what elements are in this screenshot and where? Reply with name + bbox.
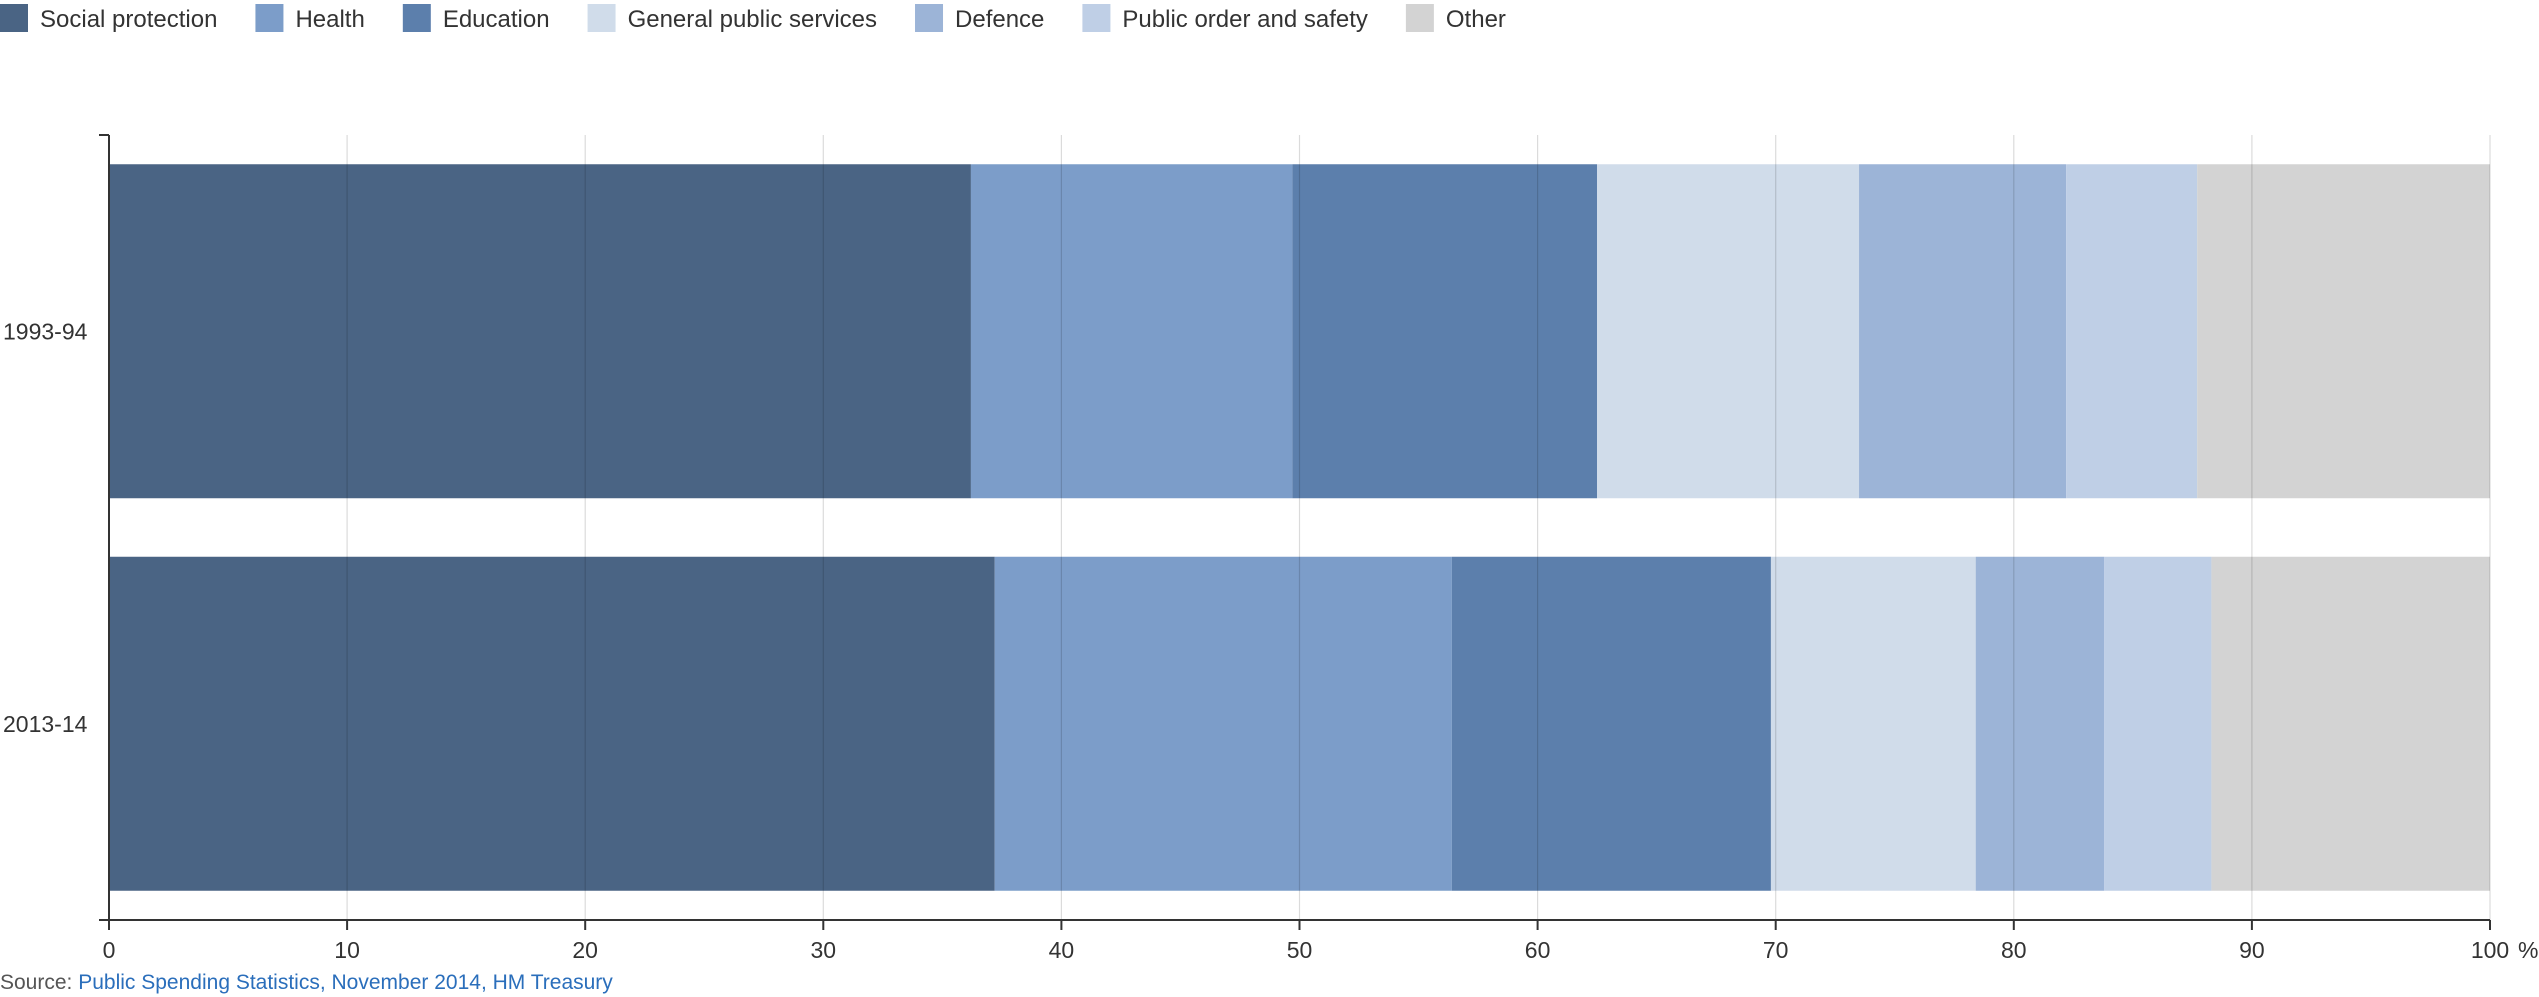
source-prefix: Source: [0,971,79,994]
category-label-1: 2013-14 [3,711,88,737]
bar-1-4 [1975,556,2105,891]
x-tick-label-4: 40 [1049,937,1075,963]
bar-1-0 [109,556,995,891]
legend: Social protection Health Education General … [0,4,1506,33]
legend-label-4: Defence [955,6,1044,33]
axes: 0 10 20 30 40 50 60 70 80 90 100 % 1993-94 2013-14 [3,134,2538,963]
category-label-0: 1993-94 [3,318,88,344]
bar-1-2 [1451,556,1771,891]
legend-label-6: Other [1446,6,1506,33]
bar-0-4 [1859,164,2067,499]
legend-label-2: Education [443,6,550,33]
bar-0-5 [2066,164,2198,499]
bar-0-0 [109,164,971,499]
bar-0-1 [970,164,1293,499]
x-tick-label-6: 60 [1525,937,1551,963]
source-note: Source: Public Spending Statistics, Nove… [0,971,613,995]
legend-label-3: General public services [628,6,877,33]
x-tick-label-1: 10 [334,937,360,963]
bar-0-2 [1292,164,1598,499]
bar-1-6 [2211,556,2490,891]
legend-swatch-6 [1405,4,1434,32]
legend-label-1: Health [295,6,364,33]
x-tick-label-7: 70 [1763,937,1789,963]
source-link[interactable]: Public Spending Statistics, November 201… [78,971,613,994]
legend-label-5: Public order and safety [1122,6,1367,33]
legend-swatch-0 [0,4,28,32]
bar-0-6 [2197,164,2490,499]
bar-1-1 [994,556,1452,891]
gridlines [346,135,2491,920]
x-tick-label-10: 100 [2471,937,2509,963]
bar-0-3 [1597,164,1860,499]
x-tick-label-5: 50 [1287,937,1313,963]
legend-swatch-5 [1082,4,1111,32]
legend-swatch-4 [915,4,944,32]
x-tick-label-3: 30 [811,937,837,963]
x-tick-label-8: 80 [2001,937,2027,963]
bar-1-3 [1770,556,1976,891]
x-tick-label-9: 90 [2239,937,2265,963]
bar-1-5 [2104,556,2212,891]
x-axis-unit: % [2518,937,2538,963]
legend-label-0: Social protection [40,6,217,33]
bars [109,164,2490,891]
legend-swatch-2 [402,4,431,32]
legend-swatch-1 [255,4,284,32]
legend-swatch-3 [587,4,616,32]
x-tick-label-2: 20 [572,937,598,963]
x-tick-label-0: 0 [103,937,116,963]
